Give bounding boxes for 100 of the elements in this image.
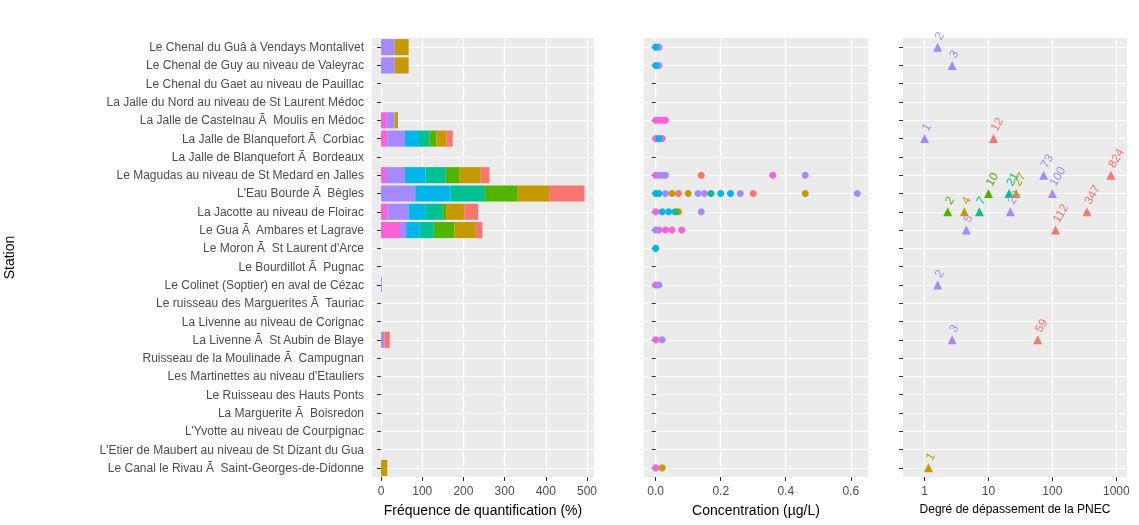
point <box>652 464 660 472</box>
y-tick-label: Le Chenal du Guâ à Vendays Montalivet <box>149 40 365 55</box>
y-tick-label: Le Chenal du Gaet au niveau de Pauillac <box>145 76 364 91</box>
x-tick-label: 500 <box>576 484 598 498</box>
x-tick-label: 0.6 <box>842 484 860 498</box>
bar <box>381 57 395 74</box>
x-tick-label: 200 <box>453 484 474 498</box>
bar <box>419 222 434 239</box>
bar <box>381 331 385 348</box>
y-tick-label: La Jalle de Blanquefort Ã Corbiac <box>181 131 364 146</box>
x-tick-label: 10 <box>981 484 996 498</box>
point <box>853 189 861 197</box>
point <box>658 464 666 472</box>
y-tick-label: Ruisseau de la Moulinade Ã Campugnan <box>142 351 364 366</box>
y-tick-label: Le Bourdillot Ã Pugnac <box>238 259 364 274</box>
x-tick-label: 0.4 <box>777 484 795 498</box>
data-label: 347 <box>1080 182 1104 207</box>
bar <box>480 167 490 184</box>
bar <box>404 167 426 184</box>
point <box>697 208 705 216</box>
point <box>707 189 715 197</box>
y-tick-label: Le Colinet (Soptier) en aval de Cézac <box>164 277 364 292</box>
point <box>749 189 757 197</box>
data-label: 22 <box>1004 187 1024 207</box>
x-axis-title: Fréquence de quantification (%) <box>383 502 583 518</box>
point <box>658 336 666 344</box>
bar <box>381 459 388 476</box>
bar <box>406 222 420 239</box>
bar <box>436 130 447 147</box>
bar <box>446 130 453 147</box>
y-tick-label: Le Chenal de Guy au niveau de Valeyrac <box>146 58 364 73</box>
y-tick-label: Le Moron Ã St Laurent d'Arce <box>202 241 365 256</box>
data-label: 59 <box>1031 315 1051 335</box>
bar <box>445 167 460 184</box>
bar <box>381 130 388 147</box>
data-label: 2 <box>931 266 948 280</box>
bar <box>381 203 388 220</box>
bar <box>464 203 479 220</box>
bar <box>454 222 476 239</box>
bar <box>394 57 409 74</box>
y-tick-label: Le Magudas au niveau de St Medard en Jalles <box>116 168 364 183</box>
y-tick-label: La Livenne au niveau de Corignac <box>181 314 364 329</box>
data-label: 7 <box>973 193 989 207</box>
point <box>661 189 669 197</box>
y-tick-label: Le ruisseau des Marguerites Ã Tauriac <box>156 296 364 311</box>
y-tick-label: La Jalle de Blanquefort Ã Bordeaux <box>171 149 364 164</box>
x-tick-label: 0 <box>377 484 385 498</box>
point <box>658 208 666 216</box>
point <box>736 189 744 197</box>
bar <box>475 222 483 239</box>
y-tick-label: Les Martinettes au niveau d'Etauliers <box>167 369 364 384</box>
point <box>652 244 660 252</box>
bar <box>484 185 518 202</box>
x-tick-label: 100 <box>412 484 433 498</box>
y-tick-label: Le Ruisseau des Hauts Ponts <box>205 387 364 402</box>
x-tick-label: 1 <box>921 484 929 498</box>
bar <box>517 185 550 202</box>
y-tick-label: L'Yvotte au niveau de Courpignac <box>184 424 364 439</box>
point <box>652 336 660 344</box>
bar <box>387 130 405 147</box>
y-tick-label: La Jalle du Nord au niveau de St Laurent Médoc <box>106 95 364 110</box>
y-axis-title: Station <box>1 235 17 280</box>
point <box>801 171 809 179</box>
point <box>801 189 809 197</box>
bar <box>394 112 398 129</box>
x-tick-label: 1000 <box>1102 484 1130 498</box>
data-label: 3 <box>946 321 962 335</box>
data-label: 4 <box>958 193 974 207</box>
data-label: 2 <box>931 29 948 43</box>
point <box>674 189 682 197</box>
data-label: 1 <box>922 449 938 463</box>
bar <box>549 185 585 202</box>
y-tick-label: La Jalle de Castelnau Ã Moulis en Médoc <box>139 113 364 128</box>
y-tick-label: L'Eau Bourde Ã Bègles <box>236 186 364 201</box>
y-tick-label: Le Canal le Rivau Ã Saint-Georges-de-Didonne <box>107 460 365 475</box>
x-tick-label: 0.2 <box>712 484 730 498</box>
point <box>769 171 777 179</box>
data-label: 5 <box>960 212 976 226</box>
y-tick-label: Le Gua Ã Ambares et Lagrave <box>199 223 365 238</box>
point <box>678 226 686 234</box>
point <box>684 189 692 197</box>
data-label: 12 <box>987 114 1007 134</box>
point <box>694 189 702 197</box>
bar <box>404 130 419 147</box>
point <box>668 189 676 197</box>
point <box>652 208 660 216</box>
bar <box>381 167 386 184</box>
x-tick-label: 400 <box>535 484 557 498</box>
point <box>726 189 734 197</box>
point <box>700 189 708 197</box>
bar <box>433 222 455 239</box>
bar <box>418 130 430 147</box>
y-tick-label: L'Etier de Maubert au niveau de St Dizant du Gua <box>99 442 365 457</box>
bar <box>381 185 416 202</box>
x-tick-label: 300 <box>494 484 515 498</box>
data-label: 824 <box>1104 145 1128 171</box>
bar <box>408 203 426 220</box>
bar <box>386 167 405 184</box>
point <box>717 189 725 197</box>
bar <box>425 167 446 184</box>
